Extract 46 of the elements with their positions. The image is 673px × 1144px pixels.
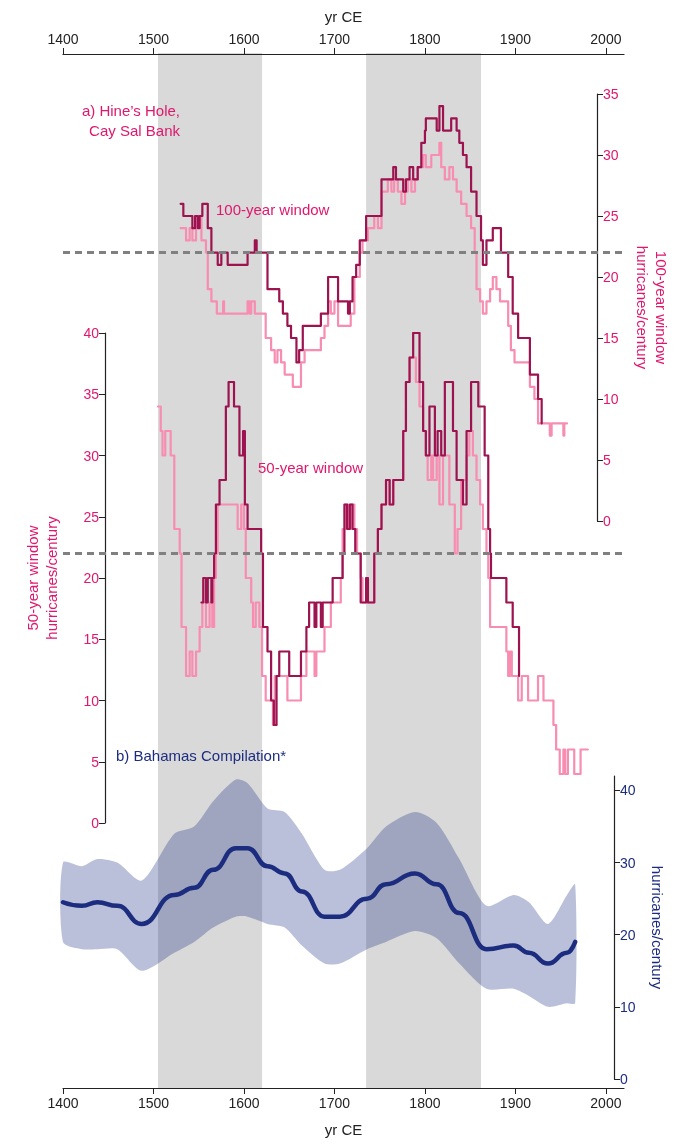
y-tick-label: 30: [603, 147, 619, 163]
y-tick-label: 35: [603, 86, 619, 102]
annotation: a) Hine’s Hole, Cay Sal Bank: [81, 101, 181, 139]
y-axis-title: hurricanes/century: [649, 865, 666, 990]
y-tick-label: 20: [83, 570, 100, 586]
x-tick-label: 1400: [47, 31, 79, 47]
annotation: 50-year window: [258, 458, 364, 476]
y-tick-label: 10: [603, 391, 619, 407]
y-tick-label: 15: [603, 330, 619, 346]
y-tick-label: 40: [620, 782, 636, 799]
y-tick-label: 25: [83, 508, 100, 525]
x-tick-label: 1700: [318, 1095, 351, 1111]
x-tick-label: 1600: [228, 1095, 260, 1111]
x-tick-label: 1800: [409, 1095, 441, 1111]
y-axis-title: 100-year window hurricanes/century: [634, 245, 670, 370]
x-axis-title: yr CE: [324, 8, 363, 25]
x-tick-label: 1400: [47, 1095, 79, 1111]
x-tick-label: 1900: [499, 1095, 532, 1111]
annotation: b) Bahamas Compilation*: [116, 746, 287, 764]
x-tick-label: 1900: [499, 31, 532, 47]
y-tick-label: 30: [83, 447, 100, 464]
x-tick-label: 1600: [228, 31, 260, 47]
y-tick-label: 5: [603, 452, 611, 468]
y-tick-label: 20: [620, 926, 636, 943]
y-tick-label: 25: [603, 208, 619, 224]
y-tick-label: 40: [83, 325, 100, 341]
x-tick-label: 1500: [137, 1095, 170, 1111]
line-series: [60, 845, 578, 966]
x-tick-label: 1800: [409, 31, 441, 47]
y-tick-label: 30: [620, 854, 636, 871]
y-tick-label: 10: [620, 998, 636, 1015]
y-tick-label: 0: [91, 815, 100, 831]
y-tick-label: 35: [83, 386, 100, 403]
y-tick-label: 15: [83, 631, 100, 648]
y-tick-label: 0: [620, 1071, 628, 1087]
x-tick-label: 2000: [590, 1095, 622, 1111]
y-tick-label: 5: [91, 753, 100, 770]
x-tick-label: 1500: [137, 31, 170, 47]
x-tick-label: 2000: [590, 31, 622, 47]
y-tick-label: 20: [603, 269, 619, 285]
x-tick-label: 1700: [318, 31, 351, 47]
y-tick-label: 0: [603, 513, 611, 529]
annotation: 100-year window: [216, 200, 330, 218]
x-axis-title: yr CE: [324, 1121, 363, 1138]
y-tick-label: 10: [83, 692, 100, 709]
y-axis-title: 50-year window hurricanes/century: [24, 515, 60, 640]
